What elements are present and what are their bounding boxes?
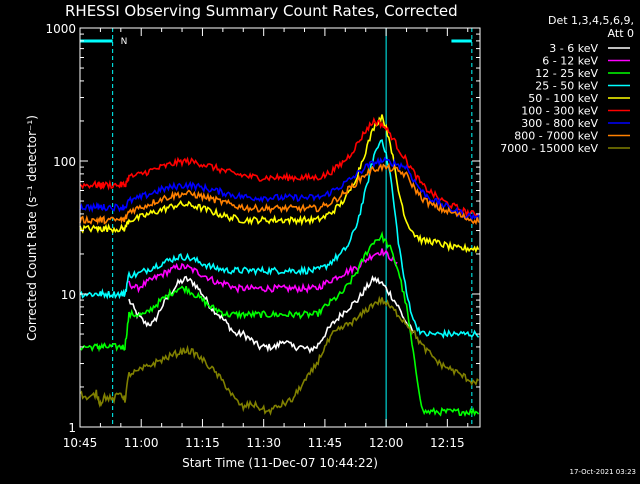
legend-label-3: 25 - 50 keV bbox=[535, 80, 598, 93]
legend-label-2: 12 - 25 keV bbox=[535, 67, 598, 80]
series-line-7 bbox=[79, 162, 480, 226]
x-tick-label-4: 11:45 bbox=[308, 436, 343, 450]
chart-title: RHESSI Observing Summary Count Rates, Co… bbox=[65, 2, 458, 20]
series-line-8 bbox=[79, 295, 480, 416]
x-tick-label-5: 12:00 bbox=[369, 436, 404, 450]
series-line-2 bbox=[79, 230, 480, 417]
legend-entry-1: 6 - 12 keV bbox=[542, 55, 630, 68]
night-tag-label: N bbox=[121, 37, 128, 47]
legend-entry-2: 12 - 25 keV bbox=[535, 67, 630, 80]
series-8 bbox=[79, 295, 480, 416]
x-tick-label-6: 12:15 bbox=[430, 436, 465, 450]
axes-layer: 1 10 100 1000 10:45 11:00 11:15 11:30 11:45 12:00… bbox=[45, 22, 481, 450]
series-3 bbox=[79, 139, 480, 339]
legend-label-4: 50 - 100 keV bbox=[528, 92, 598, 105]
y-tick-label-2: 100 bbox=[53, 155, 76, 169]
legend-label-5: 100 - 300 keV bbox=[521, 105, 598, 118]
legend-entry-3: 25 - 50 keV bbox=[535, 80, 630, 93]
legend-entry-7: 800 - 7000 keV bbox=[514, 130, 630, 143]
series-5 bbox=[79, 116, 480, 218]
legend-entry-6: 300 - 800 keV bbox=[521, 117, 630, 130]
series-0 bbox=[128, 275, 415, 355]
y-axis-label: Corrected Count Rate (s⁻¹ detector⁻¹) bbox=[25, 115, 39, 341]
legend-label-8: 7000 - 15000 keV bbox=[500, 142, 598, 155]
series-6 bbox=[79, 156, 480, 223]
series-4 bbox=[79, 114, 480, 254]
x-tick-label-3: 11:30 bbox=[246, 436, 281, 450]
legend-entry-0: 3 - 6 keV bbox=[549, 42, 630, 55]
series-line-1 bbox=[128, 248, 398, 294]
series-line-3 bbox=[79, 139, 480, 339]
legend-header-line-1: Det 1,3,4,5,6,9, bbox=[548, 14, 634, 27]
series-1 bbox=[128, 248, 398, 294]
series-line-6 bbox=[79, 156, 480, 223]
legend-entry-4: 50 - 100 keV bbox=[528, 92, 630, 105]
series-line-0 bbox=[128, 275, 415, 355]
legend-label-1: 6 - 12 keV bbox=[542, 55, 598, 68]
legend-entry-5: 100 - 300 keV bbox=[521, 105, 630, 118]
legend-header-line-2: Att 0 bbox=[608, 27, 634, 40]
x-axis-label: Start Time (11-Dec-07 10:44:22) bbox=[182, 456, 378, 470]
x-tick-label-0: 10:45 bbox=[63, 436, 98, 450]
legend-label-7: 800 - 7000 keV bbox=[514, 130, 598, 143]
footer-timestamp: 17-Oct-2021 03:23 bbox=[570, 468, 636, 476]
x-tick-label-2: 11:15 bbox=[185, 436, 220, 450]
y-tick-label-3: 1000 bbox=[45, 22, 76, 36]
plot-frame bbox=[79, 27, 481, 428]
y-tick-label-0: 1 bbox=[68, 421, 76, 435]
legend-entry-8: 7000 - 15000 keV bbox=[500, 142, 630, 155]
x-tick-label-1: 11:00 bbox=[124, 436, 159, 450]
series-line-5 bbox=[79, 116, 480, 218]
y-tick-label-1: 10 bbox=[61, 288, 76, 302]
legend-label-0: 3 - 6 keV bbox=[549, 42, 598, 55]
legend-label-6: 300 - 800 keV bbox=[521, 117, 598, 130]
series-line-4 bbox=[79, 114, 480, 254]
series-7 bbox=[79, 162, 480, 226]
series-layer bbox=[79, 114, 480, 417]
series-2 bbox=[79, 230, 480, 417]
